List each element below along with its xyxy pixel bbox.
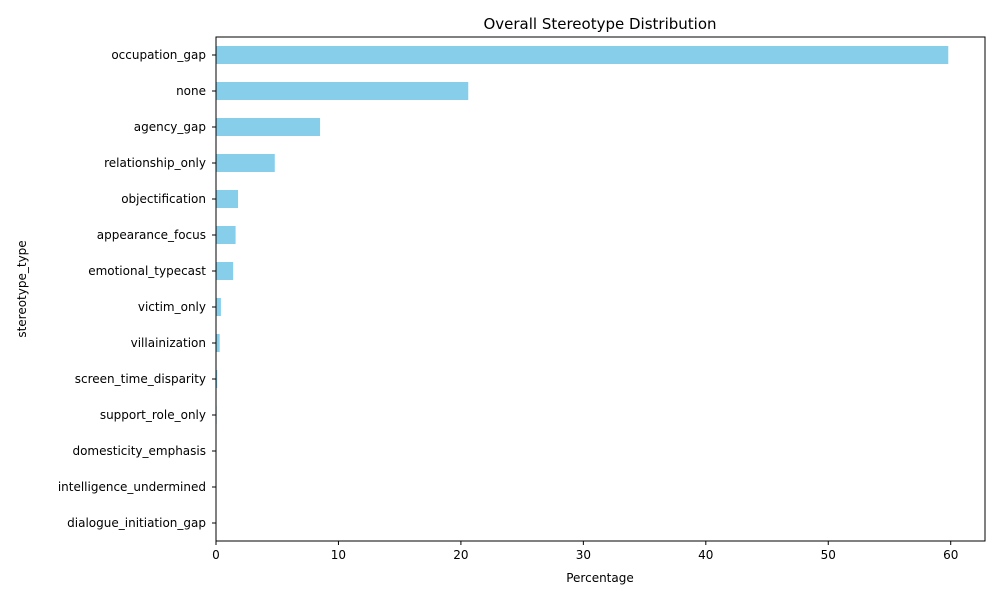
x-axis-label: Percentage [566, 571, 634, 585]
x-tick-label: 10 [331, 548, 346, 562]
y-tick-label: dialogue_initiation_gap [67, 516, 206, 530]
y-tick-label: objectification [121, 192, 206, 206]
x-tick-label: 60 [943, 548, 958, 562]
y-tick-label: appearance_focus [97, 228, 206, 242]
bar-emotional_typecast [216, 262, 234, 280]
y-tick-label: domesticity_emphasis [72, 444, 206, 458]
y-tick-label: support_role_only [100, 408, 206, 422]
bar-none [216, 82, 469, 100]
bar-villainization [216, 334, 220, 352]
x-axis-ticks: 0 10 20 30 40 50 60 [212, 541, 958, 562]
y-tick-label: none [176, 84, 206, 98]
y-tick-label: relationship_only [104, 156, 206, 170]
y-tick-label: villainization [131, 336, 206, 350]
y-tick-label: agency_gap [134, 120, 206, 134]
bar-agency_gap [216, 118, 321, 136]
bar-victim_only [216, 298, 221, 316]
y-tick-label: emotional_typecast [88, 264, 206, 278]
bar-screen_time_disparity [216, 370, 218, 388]
bar-relationship_only [216, 154, 275, 172]
plot-frame [215, 36, 986, 542]
bar-appearance_focus [216, 226, 236, 244]
bars-group [216, 46, 949, 532]
x-tick-label: 40 [698, 548, 713, 562]
y-tick-label: victim_only [138, 300, 206, 314]
x-tick-label: 20 [453, 548, 468, 562]
chart-title: Overall Stereotype Distribution [483, 15, 716, 33]
y-tick-label: intelligence_undermined [58, 480, 206, 494]
x-tick-label: 50 [821, 548, 836, 562]
x-tick-label: 0 [212, 548, 220, 562]
x-tick-label: 30 [576, 548, 591, 562]
bar-occupation_gap [216, 46, 949, 64]
bar-objectification [216, 190, 239, 208]
y-tick-label: occupation_gap [111, 48, 206, 62]
y-axis-label: stereotype_type [15, 240, 29, 337]
y-tick-label: screen_time_disparity [75, 372, 206, 386]
